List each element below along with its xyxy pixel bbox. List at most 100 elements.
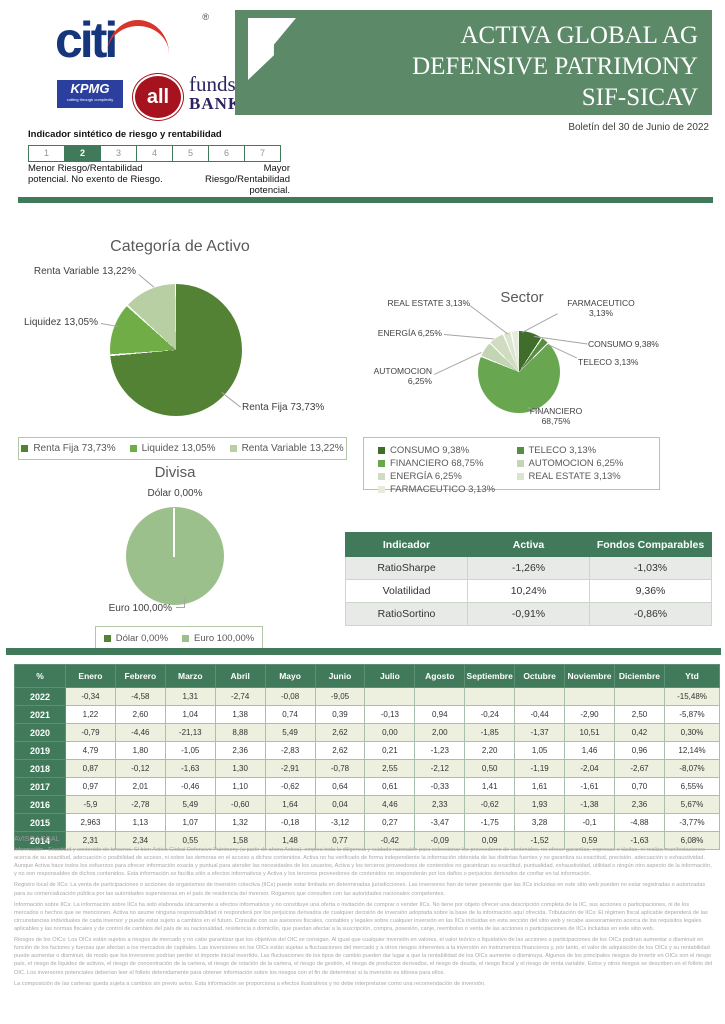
table-cell: Volatilidad — [345, 579, 468, 603]
table-cell: 1,58 — [214, 831, 266, 850]
indicator-header-row: Indicador Activa Fondos Comparables — [345, 532, 712, 557]
risk-level-1: 1 — [28, 145, 65, 162]
legend-item: Dólar 0,00% — [103, 632, 169, 644]
monthly-returns-table: % Enero Febrero Marzo Abril Mayo Junio Julio Ago… — [14, 664, 720, 850]
table-cell: 2,62 — [314, 723, 366, 742]
table-cell: -0,44 — [514, 705, 566, 724]
risk-level-2: 2 — [64, 145, 101, 162]
table-cell: 2,62 — [314, 741, 366, 760]
legend-label: Dólar 0,00% — [115, 632, 169, 644]
table-cell: 1,64 — [264, 795, 316, 814]
column-header: Activa — [467, 532, 590, 557]
label-farmaceutico-pct: 3,13% — [588, 308, 614, 318]
table-cell: -2,74 — [214, 687, 266, 706]
column-header: Fondos Comparables — [589, 532, 712, 557]
label-consumo: CONSUMO 9,38% — [588, 339, 659, 349]
sector-legend: CONSUMO 9,38% FINANCIERO 68,75% ENERGÍA 6,… — [363, 437, 660, 495]
currency-legend: Dólar 0,00% Euro 100,00% — [95, 626, 263, 650]
leader-line — [138, 274, 155, 288]
column-header: Mayo — [264, 664, 316, 688]
legend-swatch — [516, 472, 524, 480]
label-financiero-name: FINANCIERO — [529, 406, 583, 416]
sector-pie-chart — [478, 331, 560, 413]
legend-item: Renta Variable 13,22% — [229, 443, 344, 454]
table-cell: -0,78 — [314, 759, 366, 778]
table-cell: 0,70 — [613, 777, 666, 796]
label-liquidez: Liquidez 13,05% — [24, 317, 98, 328]
table-cell: 0,64 — [314, 777, 366, 796]
table-cell: 1,22 — [65, 705, 116, 724]
legend-label: AUTOMOCION 6,25% — [528, 457, 624, 469]
table-cell: 1,32 — [214, 813, 266, 832]
table-row: 2015 2,963 1,13 1,07 1,32 -0,18 -3,12 0,27 -3,47… — [14, 813, 720, 832]
column-header: Agosto — [414, 664, 466, 688]
table-cell: 2,34 — [114, 831, 166, 850]
table-cell: -2,83 — [264, 741, 316, 760]
table-cell: 8,88 — [214, 723, 266, 742]
table-row: 2016 -5,9 -2,78 5,49 -0,60 1,64 0,04 4,46 2,33 -0… — [14, 795, 720, 814]
legend-item: Renta Fija 73,73% — [21, 443, 116, 454]
table-cell: 1,48 — [264, 831, 316, 850]
table-cell: -1,38 — [564, 795, 615, 814]
table-cell: -1,26% — [467, 556, 590, 580]
table-cell: -4,58 — [114, 687, 166, 706]
table-cell: 0,50 — [464, 759, 516, 778]
legend-item: AUTOMOCION 6,25% — [516, 457, 656, 469]
table-cell — [514, 687, 566, 706]
table-cell: 0,55 — [164, 831, 216, 850]
table-cell: -0,62 — [264, 777, 316, 796]
table-cell: 0,59 — [564, 831, 615, 850]
table-cell: -15,48% — [664, 687, 720, 706]
table-cell: 2,36 — [214, 741, 266, 760]
legend-item: ENERGÍA 6,25% — [378, 470, 517, 482]
table-cell: -0,18 — [264, 813, 316, 832]
table-cell: -0,12 — [114, 759, 166, 778]
table-cell: -9,05 — [314, 687, 366, 706]
label-financiero-pct: 68,75% — [541, 416, 571, 426]
label-teleco: TELECO 3,13% — [578, 357, 639, 367]
column-header: Abril — [214, 664, 266, 688]
allfunds-wordmark: funds BANK — [189, 74, 242, 114]
table-cell: -3,77% — [664, 813, 720, 832]
table-cell: -2,91 — [264, 759, 316, 778]
zero-percent-marker — [173, 508, 175, 557]
table-cell: 0,61 — [364, 777, 416, 796]
legend-label: Renta Variable 13,22% — [241, 443, 344, 454]
table-cell: 0,96 — [613, 741, 666, 760]
label-farmaceutico-name: FARMACEUTICO — [567, 298, 635, 308]
row-header: 2019 — [14, 741, 66, 760]
legal-paragraph: La composición de las carteras queda suj… — [14, 980, 486, 987]
table-cell: RatioSortino — [345, 602, 468, 626]
table-cell: 0,09 — [464, 831, 516, 850]
legal-title: AVISO LEGAL — [14, 836, 60, 843]
risk-level-5: 5 — [172, 145, 209, 162]
table-cell: 2,963 — [65, 813, 116, 832]
table-row: 2017 0,97 2,01 -0,46 1,10 -0,62 0,64 0,61 -0,33 1… — [14, 777, 720, 796]
currency-pie-chart — [126, 507, 224, 605]
legend-label: Liquidez 13,05% — [141, 443, 216, 454]
table-cell: 0,04 — [314, 795, 366, 814]
monthly-table-body: 2022 -0,34 -4,58 1,31 -2,74 -0,08 -9,05 -15,48%… — [14, 687, 720, 850]
label-financiero: FINANCIERO 68,75% — [514, 406, 598, 426]
table-cell: -0,34 — [65, 687, 116, 706]
monthly-table-header: % Enero Febrero Marzo Abril Mayo Junio Julio Ago… — [14, 664, 720, 688]
sector-chart-title: Sector — [500, 289, 544, 306]
table-cell: 2,31 — [65, 831, 116, 850]
table-cell: -1,63 — [164, 759, 216, 778]
legend-swatch — [182, 634, 190, 642]
legal-paragraphs: Información - Exactitud y contenido de t… — [14, 846, 714, 988]
table-cell: 2,01 — [114, 777, 166, 796]
table-cell: 6,08% — [664, 831, 720, 850]
column-header: Enero — [65, 664, 116, 688]
table-cell — [564, 687, 615, 706]
table-cell: -5,9 — [65, 795, 116, 814]
table-cell: -1,52 — [514, 831, 566, 850]
legend-swatch — [129, 445, 137, 452]
table-cell: 0,39 — [314, 705, 366, 724]
table-row: 2019 4,79 1,80 -1,05 2,36 -2,83 2,62 0,21 -1,23 2… — [14, 741, 720, 760]
column-header: Septiembre — [464, 664, 516, 688]
legal-paragraph: Riesgos de los OICs: Los OICs están suje… — [14, 937, 713, 976]
table-cell: 2,33 — [414, 795, 466, 814]
table-cell: -0,13 — [364, 705, 416, 724]
